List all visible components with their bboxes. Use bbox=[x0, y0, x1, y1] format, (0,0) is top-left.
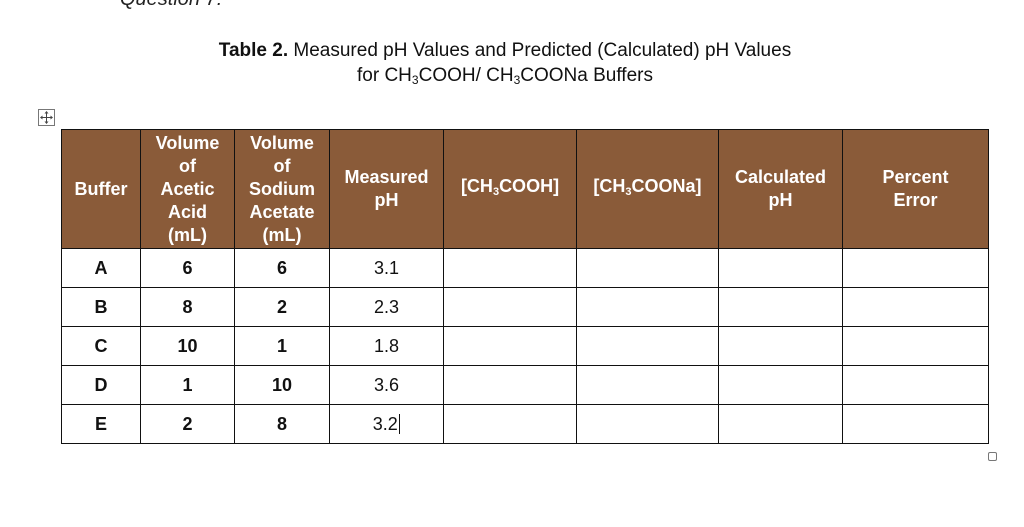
cell-calculated-ph[interactable] bbox=[718, 404, 843, 444]
cell-ch3cooh[interactable] bbox=[443, 248, 577, 288]
cell-acetic-acid-ml[interactable]: 10 bbox=[140, 326, 235, 366]
cell-sodium-acetate-ml[interactable]: 6 bbox=[234, 248, 330, 288]
cell-percent-error[interactable] bbox=[842, 404, 989, 444]
cell-measured-ph[interactable]: 1.8 bbox=[329, 326, 444, 366]
resize-handle-icon[interactable] bbox=[988, 452, 997, 461]
table-row: D 1 10 3.6 bbox=[61, 365, 989, 405]
buffer-ph-table: Buffer Volume of Acetic Acid (mL) Volume… bbox=[61, 129, 989, 444]
cell-buffer[interactable]: B bbox=[61, 287, 141, 327]
table-row: E 2 8 3.2 bbox=[61, 404, 989, 444]
caption-title: Measured pH Values and Predicted (Calcul… bbox=[293, 40, 792, 61]
table-caption: Table 2. Measured pH Values and Predicte… bbox=[0, 38, 1010, 93]
cell-measured-ph[interactable]: 3.6 bbox=[329, 365, 444, 405]
question-heading: Question 7: bbox=[120, 0, 222, 11]
cell-sodium-acetate-ml[interactable]: 1 bbox=[234, 326, 330, 366]
cell-calculated-ph[interactable] bbox=[718, 365, 843, 405]
cell-percent-error[interactable] bbox=[842, 326, 989, 366]
cell-ch3cooh[interactable] bbox=[443, 326, 577, 366]
header-measured-ph: Measured pH bbox=[329, 129, 444, 249]
cell-calculated-ph[interactable] bbox=[718, 326, 843, 366]
cell-buffer[interactable]: D bbox=[61, 365, 141, 405]
cell-calculated-ph[interactable] bbox=[718, 248, 843, 288]
header-buffer: Buffer bbox=[61, 129, 141, 249]
cell-percent-error[interactable] bbox=[842, 287, 989, 327]
cell-measured-ph-active[interactable]: 3.2 bbox=[329, 404, 444, 444]
cell-ch3cooh[interactable] bbox=[443, 287, 577, 327]
caption-formula-text: for CH bbox=[357, 65, 412, 86]
cell-ch3coona[interactable] bbox=[576, 365, 719, 405]
caption-subscript: 3 bbox=[411, 73, 419, 87]
cell-ch3coona[interactable] bbox=[576, 287, 719, 327]
table-header-row: Buffer Volume of Acetic Acid (mL) Volume… bbox=[61, 129, 989, 249]
table-row: A 6 6 3.1 bbox=[61, 248, 989, 288]
cell-percent-error[interactable] bbox=[842, 248, 989, 288]
cell-buffer[interactable]: A bbox=[61, 248, 141, 288]
header-sodium-acetate-volume: Volume of Sodium Acetate (mL) bbox=[234, 129, 330, 249]
header-ch3cooh-concentration: [CH3COOH] bbox=[443, 129, 577, 249]
header-acetic-acid-volume: Volume of Acetic Acid (mL) bbox=[140, 129, 235, 249]
header-calculated-ph: Calculated pH bbox=[718, 129, 843, 249]
cell-acetic-acid-ml[interactable]: 6 bbox=[140, 248, 235, 288]
cell-ch3coona[interactable] bbox=[576, 248, 719, 288]
cell-sodium-acetate-ml[interactable]: 2 bbox=[234, 287, 330, 327]
caption-line-2: for CH3COOH/ CH3COONa Buffers bbox=[0, 63, 1010, 93]
cell-measured-ph[interactable]: 2.3 bbox=[329, 287, 444, 327]
header-percent-error: Percent Error bbox=[842, 129, 989, 249]
cell-acetic-acid-ml[interactable]: 1 bbox=[140, 365, 235, 405]
table-row: B 8 2 2.3 bbox=[61, 287, 989, 327]
caption-formula-text: COONa Buffers bbox=[520, 65, 653, 86]
caption-formula-text: COOH/ CH bbox=[418, 65, 514, 86]
cell-sodium-acetate-ml[interactable]: 8 bbox=[234, 404, 330, 444]
cell-calculated-ph[interactable] bbox=[718, 287, 843, 327]
caption-line-1: Table 2. Measured pH Values and Predicte… bbox=[0, 38, 1010, 63]
cell-percent-error[interactable] bbox=[842, 365, 989, 405]
text-cursor bbox=[398, 413, 401, 434]
cell-ch3coona[interactable] bbox=[576, 326, 719, 366]
cell-ch3coona[interactable] bbox=[576, 404, 719, 444]
header-ch3coona-concentration: [CH3COONa] bbox=[576, 129, 719, 249]
move-arrows-icon[interactable] bbox=[38, 109, 55, 126]
table-row: C 10 1 1.8 bbox=[61, 326, 989, 366]
cell-acetic-acid-ml[interactable]: 8 bbox=[140, 287, 235, 327]
caption-subscript: 3 bbox=[513, 73, 521, 87]
cell-sodium-acetate-ml[interactable]: 10 bbox=[234, 365, 330, 405]
cell-measured-ph[interactable]: 3.1 bbox=[329, 248, 444, 288]
cell-buffer[interactable]: E bbox=[61, 404, 141, 444]
cell-ch3cooh[interactable] bbox=[443, 365, 577, 405]
caption-label: Table 2. bbox=[218, 40, 289, 61]
cell-measured-ph-value: 3.2 bbox=[372, 413, 398, 434]
cell-acetic-acid-ml[interactable]: 2 bbox=[140, 404, 235, 444]
cell-ch3cooh[interactable] bbox=[443, 404, 577, 444]
cell-buffer[interactable]: C bbox=[61, 326, 141, 366]
